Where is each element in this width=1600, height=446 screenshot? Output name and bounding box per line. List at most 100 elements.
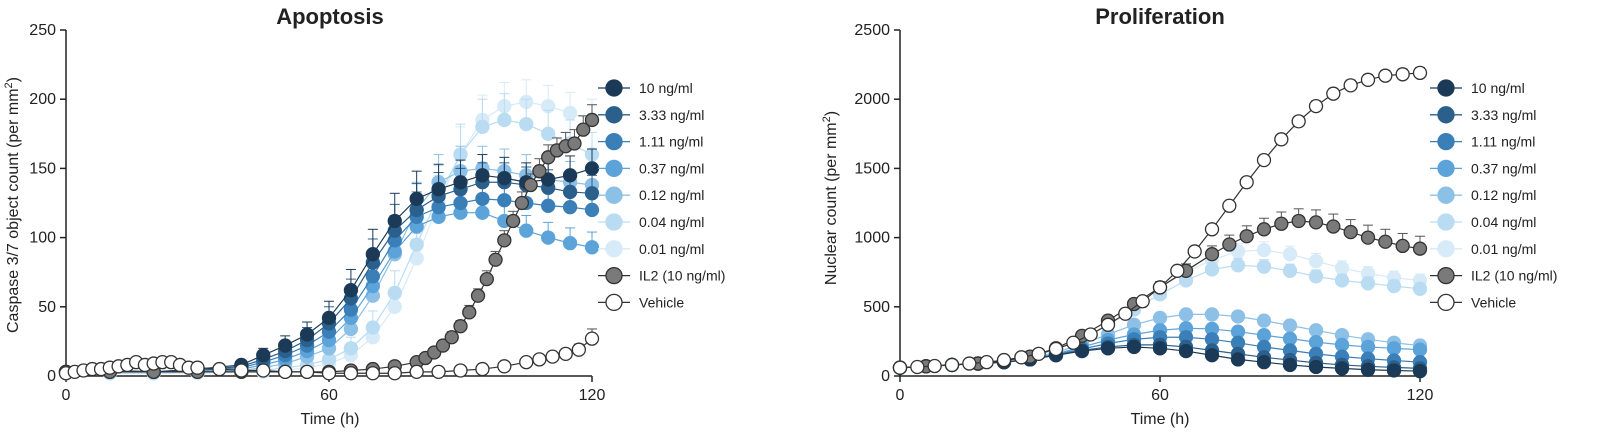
legend-item: 0.01 ng/ml: [598, 240, 704, 258]
legend-label: 0.12 ng/ml: [639, 187, 704, 203]
data-point: [444, 330, 459, 345]
legend-item: IL2 (10 ng/ml): [1430, 266, 1557, 285]
data-point: [576, 122, 591, 137]
data-point: [1126, 339, 1142, 355]
data-point: [1256, 355, 1272, 370]
data-point: [1360, 72, 1376, 87]
data-point: [1178, 343, 1194, 359]
y-tick-label: 50: [38, 299, 56, 316]
data-point: [453, 195, 468, 211]
data-point: [1326, 86, 1341, 101]
data-point: [541, 198, 556, 213]
data-point: [523, 177, 538, 193]
legend-item: 0.37 ng/ml: [598, 159, 704, 178]
data-point: [562, 184, 578, 200]
data-point: [1204, 222, 1220, 237]
data-point: [1360, 339, 1376, 355]
data-point: [1222, 198, 1237, 213]
data-point: [1066, 335, 1081, 350]
chart-title: Apoptosis: [276, 4, 384, 29]
data-point: [343, 341, 359, 356]
legend-label: 0.12 ng/ml: [1471, 187, 1536, 203]
data-point: [1360, 230, 1376, 245]
x-axis-label: Time (h): [301, 411, 360, 428]
data-point: [278, 338, 293, 353]
data-point: [562, 200, 578, 215]
data-point: [1048, 341, 1064, 357]
data-point: [1386, 278, 1402, 294]
legend-item: 1.11 ng/ml: [1430, 132, 1535, 151]
x-tick-label: 60: [320, 387, 338, 404]
legend-item: Vehicle: [598, 293, 684, 312]
legend-label: 3.33 ng/ml: [639, 107, 704, 123]
legend-marker: [1437, 159, 1455, 178]
data-point: [497, 193, 512, 208]
legend-marker: [605, 213, 623, 231]
data-point: [343, 283, 359, 298]
legend-marker: [1437, 186, 1455, 204]
series: [58, 328, 600, 381]
y-tick-label: 2000: [854, 91, 890, 108]
data-point: [584, 161, 600, 176]
legend-item: Vehicle: [1430, 293, 1516, 312]
legend-marker: [1437, 132, 1455, 151]
data-point: [558, 346, 573, 362]
data-point: [387, 285, 402, 301]
legend-item: 0.01 ng/ml: [1430, 240, 1536, 258]
legend-item: 0.12 ng/ml: [1430, 186, 1536, 204]
y-tick-label: 0: [47, 368, 56, 385]
data-point: [1395, 67, 1410, 82]
data-point: [256, 363, 271, 378]
legend: 10 ng/ml 3.33 ng/ml 1.11 ng/ml 0.37 ng/ml 0.…: [1430, 79, 1557, 312]
data-point: [1343, 224, 1358, 240]
data-point: [571, 342, 586, 357]
data-point: [519, 116, 534, 132]
data-point: [519, 223, 534, 238]
data-point: [321, 310, 337, 326]
data-point: [1308, 98, 1324, 114]
x-axis-label: Time (h): [1131, 411, 1190, 428]
y-tick-label: 250: [29, 22, 56, 39]
data-point: [278, 364, 293, 379]
data-point: [584, 202, 600, 218]
legend-label: IL2 (10 ng/ml): [1471, 268, 1557, 284]
legend-label: 0.04 ng/ml: [1471, 214, 1536, 230]
data-point: [299, 327, 315, 342]
legend-marker: [605, 132, 623, 151]
legend-marker: [605, 186, 623, 204]
legend-marker: [605, 106, 623, 124]
data-point: [409, 191, 424, 206]
data-point: [453, 319, 468, 334]
data-point: [497, 233, 512, 248]
data-point: [1256, 313, 1272, 328]
data-point: [1343, 78, 1358, 93]
data-point: [1282, 331, 1298, 346]
data-point: [1308, 334, 1324, 350]
data-point: [497, 112, 512, 128]
data-point: [1412, 241, 1428, 256]
data-point: [1135, 294, 1150, 309]
data-point: [1031, 346, 1046, 362]
data-point: [1412, 364, 1428, 379]
legend-item: 3.33 ng/ml: [1430, 106, 1536, 124]
data-point: [453, 175, 468, 190]
data-point: [1412, 281, 1428, 296]
y-axis-label: Nuclear count (per mm2): [821, 111, 840, 285]
data-point: [234, 363, 249, 378]
legend-marker: [1437, 79, 1455, 97]
data-point: [1118, 306, 1133, 321]
legend-label: 0.01 ng/ml: [1471, 241, 1536, 257]
data-point: [584, 112, 600, 128]
legend-label: Vehicle: [1471, 294, 1516, 310]
data-point: [1239, 175, 1254, 190]
data-point: [387, 213, 402, 229]
data-point: [1308, 215, 1324, 230]
data-point: [475, 191, 490, 206]
legend-label: 1.11 ng/ml: [639, 134, 703, 150]
data-point: [1014, 350, 1029, 365]
data-point: [1282, 318, 1298, 333]
legend-marker: [605, 240, 623, 258]
data-point: [1152, 280, 1168, 295]
data-point: [1187, 244, 1202, 259]
data-point: [1378, 234, 1393, 249]
